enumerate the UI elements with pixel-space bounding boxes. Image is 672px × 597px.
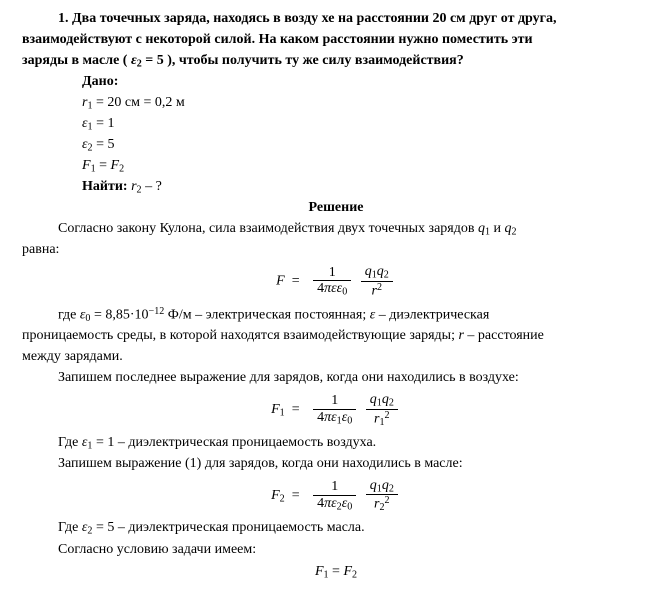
solution-p3: Запишем последнее выражение для зарядов,…: [22, 369, 650, 388]
problem-statement-line2: взаимодействуют с некоторой силой. На ка…: [22, 31, 650, 50]
given-eps2: ε2 = 5: [82, 136, 650, 155]
formula-coulomb: F = 14πεε0 q1q2r2: [22, 264, 650, 299]
given-r1: r1 = 20 см = 0,2 м: [82, 94, 650, 113]
given-F: F1 = F2: [82, 157, 650, 176]
solution-p5: Запишем выражение (1) для зарядов, когда…: [22, 455, 650, 474]
formula-equality: F1 = F2: [22, 563, 650, 582]
solution-p1: Согласно закону Кулона, сила взаимодейст…: [22, 220, 650, 239]
solution-p6: Где ε2 = 5 – диэлектрическая проницаемос…: [22, 519, 650, 538]
given-eps1: ε1 = 1: [82, 115, 650, 134]
given-block: Дано: r1 = 20 см = 0,2 м ε1 = 1 ε2 = 5 F…: [82, 73, 650, 197]
find-line: Найти: r2 – ?: [82, 178, 650, 197]
problem-statement-line1: 1. Два точечных заряда, находясь в возду…: [22, 10, 650, 29]
problem-statement-line3: заряды в масле ( ε2 = 5 ), чтобы получит…: [22, 52, 650, 71]
solution-p1b: равна:: [22, 241, 650, 260]
solution-p2-line1: где ε0 = 8,85·10−12 Ф/м – электрическая …: [22, 305, 650, 326]
page: 1. Два точечных заряда, находясь в возду…: [0, 0, 672, 597]
solution-p2-line3: между зарядами.: [22, 348, 650, 367]
solution-p2-line2: проницаемость среды, в которой находятся…: [22, 327, 650, 346]
formula-air: F1 = 14πε1ε0 q1q2r12: [22, 392, 650, 428]
solution-heading: Решение: [22, 199, 650, 218]
problem-number: 1.: [58, 11, 69, 26]
solution-p4: Где ε1 = 1 – диэлектрическая проницаемос…: [22, 434, 650, 453]
formula-oil: F2 = 14πε2ε0 q1q2r22: [22, 478, 650, 514]
solution-p7: Согласно условию задачи имеем:: [22, 541, 650, 560]
problem-text-1: Два точечных заряда, находясь в возду хе…: [72, 11, 557, 26]
given-heading: Дано:: [82, 73, 650, 92]
